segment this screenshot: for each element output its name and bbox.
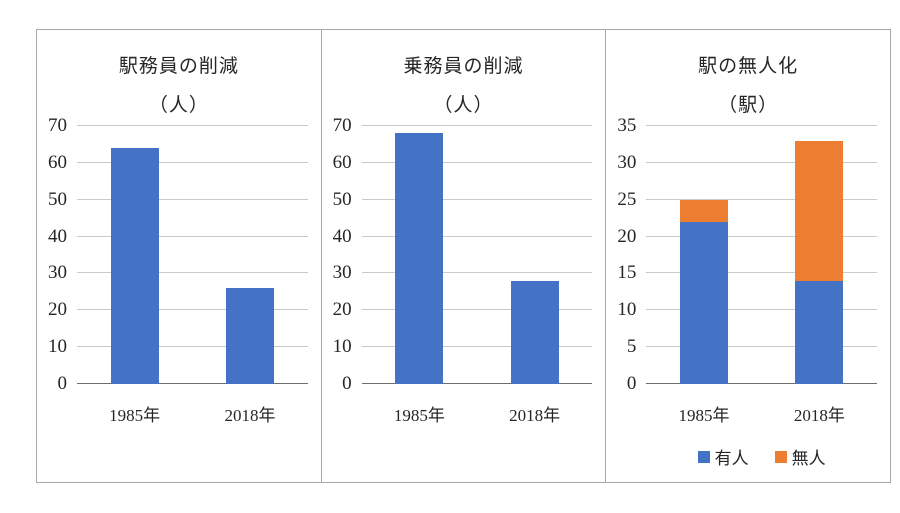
- legend: 有人 無人: [646, 444, 877, 469]
- y-tick-label: 60: [48, 151, 67, 173]
- x-axis-line: [361, 383, 593, 384]
- gridline: [77, 272, 308, 274]
- x-axis-label: 2018年: [224, 406, 276, 425]
- bar-unmanned-0: [680, 199, 728, 222]
- chart-panel-station-staff-reduction: 駅務員の削減 （人） 0 10 20 30 40 50 60 70 1985年 2018年: [37, 30, 321, 482]
- y-tick-label: 25: [617, 188, 637, 210]
- y-tick-label: 0: [342, 373, 352, 394]
- chart-panel-crew-reduction: 乗務員の削減 （人） 0 10 20 30 40 50 60 70 1985年 2018年: [320, 30, 606, 482]
- x-axis-line: [646, 383, 878, 384]
- bar-manned-0: [680, 221, 728, 384]
- y-tick-label: 10: [617, 299, 637, 321]
- y-tick-label: 30: [332, 262, 352, 284]
- y-tick-label: 50: [48, 188, 67, 210]
- y-tick-label: 20: [332, 299, 352, 321]
- gridline: [646, 309, 878, 311]
- y-tick-label: 10: [48, 336, 67, 358]
- gridline: [361, 346, 593, 348]
- plot-area: 0 10 20 30 40 50 60 70 1985年 2018年: [48, 116, 308, 425]
- chart-title: 駅務員の削減: [118, 56, 239, 77]
- plot-area: 0 5 10 15 20 25 30 35 1985年 2018年有人 無人: [617, 116, 878, 468]
- legend-item-unmanned: 無人: [774, 444, 826, 469]
- x-axis-label: 1985年: [678, 406, 730, 425]
- y-tick-label: 10: [332, 336, 352, 358]
- chart-unit-label: （駅）: [718, 95, 779, 116]
- plot-area: 0 10 20 30 40 50 60 70 1985年 2018年: [333, 116, 593, 425]
- x-axis-line: [77, 383, 308, 384]
- gridline: [361, 125, 593, 126]
- y-tick-label: 5: [626, 336, 637, 358]
- charts-container: 駅務員の削減 （人） 0 10 20 30 40 50 60 70 1985年 2018年 乗務員…: [36, 29, 891, 483]
- x-axis-label: 2018年: [509, 406, 561, 425]
- y-tick-label: 20: [48, 299, 67, 321]
- gridline: [77, 161, 308, 163]
- bar-crew-1: [510, 280, 559, 384]
- gridline: [646, 235, 878, 237]
- y-tick-label: 70: [332, 115, 352, 136]
- y-tick-label: 15: [617, 262, 637, 284]
- gridline: [77, 198, 308, 200]
- chart-unit-label: （人）: [433, 95, 494, 116]
- y-tick-label: 0: [626, 373, 637, 394]
- gridline: [361, 272, 593, 274]
- y-tick-label: 60: [332, 151, 352, 173]
- legend-label-unmanned: 無人: [791, 449, 826, 468]
- gridline: [361, 235, 593, 237]
- gridline: [646, 272, 878, 274]
- y-tick-label: 30: [48, 262, 67, 284]
- y-tick-label: 30: [617, 151, 637, 173]
- bar-crew-0: [395, 133, 444, 384]
- x-axis-label: 1985年: [393, 406, 445, 425]
- y-tick-label: 70: [48, 115, 67, 136]
- y-tick-label: 0: [57, 373, 68, 394]
- gridline: [77, 235, 308, 237]
- bar-unmanned-1: [795, 140, 844, 281]
- bar-staff-1: [226, 288, 274, 384]
- gridline: [77, 309, 308, 311]
- legend-swatch-manned: [697, 450, 710, 463]
- y-tick-label: 40: [48, 225, 67, 247]
- chart-title: 乗務員の削減: [403, 56, 524, 77]
- legend-label-manned: 有人: [714, 449, 749, 468]
- legend-item-manned: 有人: [697, 444, 749, 469]
- gridline: [361, 161, 593, 163]
- gridline: [361, 198, 593, 200]
- y-tick-label: 40: [332, 225, 352, 247]
- x-axis-label: 2018年: [793, 406, 845, 425]
- gridline: [77, 346, 308, 348]
- gridline: [646, 161, 878, 163]
- bar-staff-0: [110, 148, 159, 384]
- y-tick-label: 50: [332, 188, 352, 210]
- chart-title: 駅の無人化: [698, 56, 799, 77]
- gridline: [646, 125, 878, 126]
- y-tick-label: 20: [617, 225, 637, 247]
- chart-unit-label: （人）: [148, 95, 209, 116]
- x-axis-label: 1985年: [109, 406, 161, 425]
- gridline: [646, 198, 878, 200]
- gridline: [646, 346, 878, 348]
- gridline: [361, 309, 593, 311]
- bar-manned-1: [795, 280, 844, 384]
- legend-swatch-unmanned: [774, 450, 787, 463]
- gridline: [77, 125, 308, 126]
- y-tick-label: 35: [617, 115, 637, 136]
- chart-panel-unmanned-stations: 駅の無人化 （駅） 0 5 10 15 20 25 30 35 1985年 2018年有人 無人: [605, 30, 890, 482]
